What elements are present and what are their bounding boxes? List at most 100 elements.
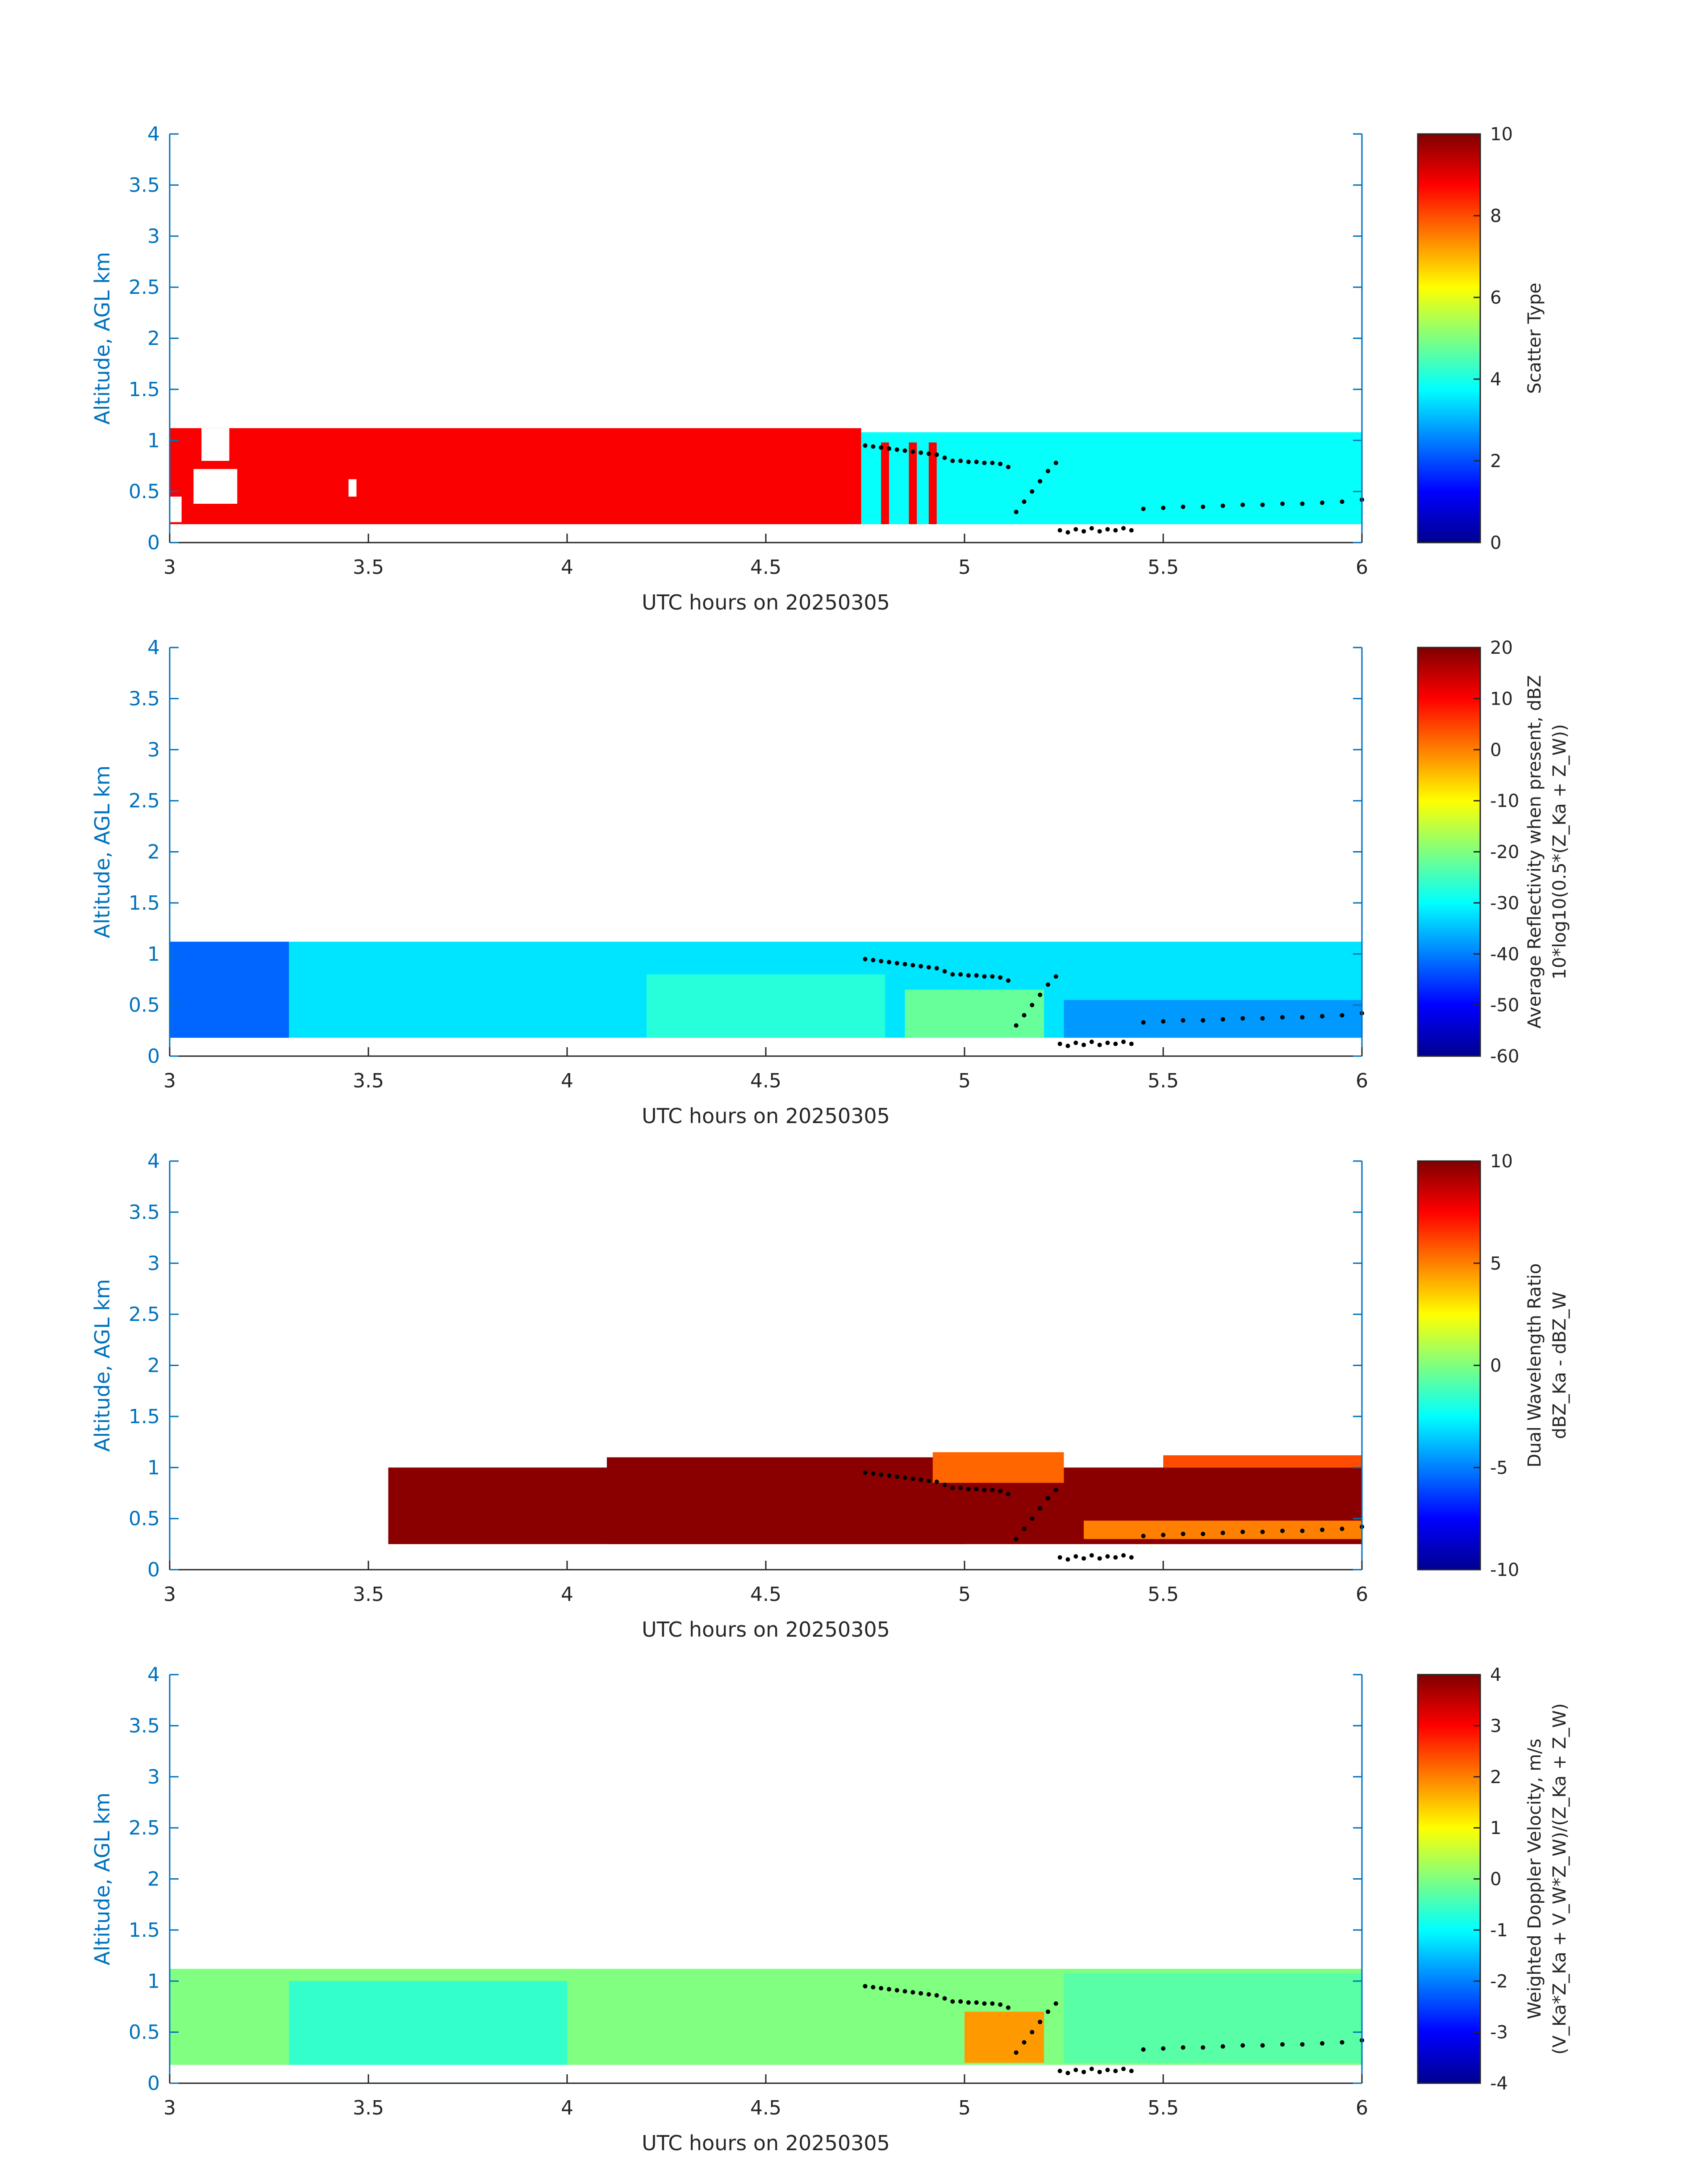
marker-point	[1161, 506, 1165, 510]
colorbar-tick-label: 4	[1490, 1665, 1501, 1685]
marker-point	[942, 1483, 947, 1488]
marker-point	[1006, 2005, 1011, 2010]
marker-point	[1220, 1530, 1225, 1535]
y-tick-label: 2	[147, 1868, 160, 1891]
colorbar-tick-label: 6	[1490, 288, 1501, 308]
marker-point	[990, 1488, 995, 1492]
marker-point	[902, 962, 907, 967]
marker-point	[1014, 2050, 1019, 2055]
marker-point	[1240, 502, 1245, 507]
colorbar-tick-label: -60	[1490, 1046, 1519, 1067]
marker-point	[1260, 2043, 1265, 2048]
colorbar-tick-label: 10	[1490, 1151, 1513, 1172]
marker-point	[1082, 1042, 1086, 1047]
marker-point	[1201, 504, 1205, 509]
marker-point	[926, 451, 931, 456]
marker-point	[1201, 2045, 1205, 2050]
marker-point	[886, 1473, 891, 1478]
marker-point	[998, 975, 1003, 980]
y-tick-label: 4	[147, 1663, 160, 1686]
marker-point	[1129, 1555, 1134, 1560]
marker-point	[1022, 1526, 1027, 1531]
marker-point	[1129, 528, 1134, 533]
marker-point	[1082, 2069, 1086, 2074]
colorbar-tick-label: -10	[1490, 1560, 1519, 1580]
colorbar-label: Average Reflectivity when present, dBZ	[1524, 675, 1545, 1028]
marker-point	[1105, 1040, 1110, 1045]
marker-point	[1006, 464, 1011, 469]
marker-point	[990, 2001, 995, 2006]
marker-point	[1014, 510, 1019, 514]
y-tick-label: 1	[147, 429, 160, 452]
marker-point	[1113, 1041, 1118, 1046]
marker-point	[1065, 1557, 1070, 1562]
y-tick-label: 3.5	[129, 1201, 160, 1224]
colorbar-label: Weighted Doppler Velocity, m/s	[1524, 1738, 1545, 2019]
marker-point	[1030, 2030, 1035, 2035]
marker-point	[966, 2000, 971, 2005]
x-tick-label: 3.5	[353, 1583, 384, 1606]
marker-point	[1121, 1553, 1126, 1558]
heatmap-block-2	[170, 941, 289, 1038]
x-tick-label: 4	[561, 556, 573, 579]
marker-point	[1129, 1041, 1134, 1046]
marker-point	[1097, 529, 1102, 534]
x-axis-label: UTC hours on 20250305	[642, 1617, 890, 1642]
marker-point	[1280, 1529, 1285, 1534]
marker-point	[1082, 529, 1086, 534]
marker-point	[1129, 2068, 1134, 2073]
y-tick-label: 3	[147, 1252, 160, 1275]
marker-point	[1065, 530, 1070, 535]
x-tick-label: 3	[163, 2097, 176, 2119]
marker-point	[974, 460, 979, 464]
marker-point	[966, 1487, 971, 1492]
colorbar-tick-label: -1	[1490, 1920, 1508, 1941]
colorbar-tick-label: 4	[1490, 369, 1501, 390]
marker-point	[1053, 460, 1058, 465]
y-tick-label: 1.5	[129, 892, 160, 915]
marker-point	[1038, 1506, 1043, 1511]
x-tick-label: 5.5	[1148, 1070, 1179, 1092]
marker-point	[863, 443, 868, 448]
marker-point	[1057, 1041, 1062, 1046]
colorbar-tick-label: 10	[1490, 124, 1513, 145]
marker-point	[1057, 528, 1062, 533]
marker-point	[950, 1999, 955, 2004]
heatmap-block-4	[905, 990, 1044, 1038]
marker-point	[982, 2001, 987, 2006]
y-axis-label: Altitude, AGL km	[90, 252, 114, 425]
marker-point	[1089, 526, 1094, 531]
marker-point	[1181, 2045, 1186, 2050]
y-tick-label: 4	[147, 636, 160, 659]
marker-point	[1340, 1526, 1345, 1531]
colorbar-label: (V_Ka*Z_Ka + V_W*Z_W)/(Z_Ka + Z_W)	[1549, 1703, 1570, 2055]
marker-point	[886, 1987, 891, 1992]
marker-point	[1121, 2066, 1126, 2071]
colorbar-tick-label: -40	[1490, 944, 1519, 965]
heatmap-block-5	[928, 442, 937, 524]
x-tick-label: 5	[958, 1070, 971, 1092]
x-tick-label: 3	[163, 1583, 176, 1606]
marker-point	[1280, 2042, 1285, 2047]
marker-point	[910, 963, 915, 968]
x-tick-label: 6	[1356, 1070, 1368, 1092]
x-tick-label: 4	[561, 1070, 573, 1092]
colorbar-tick-label: -20	[1490, 842, 1519, 863]
marker-point	[1300, 1015, 1305, 1020]
x-tick-label: 5.5	[1148, 2097, 1179, 2119]
marker-point	[1073, 1040, 1078, 1045]
y-tick-label: 0	[147, 1045, 160, 1068]
marker-point	[1220, 503, 1225, 508]
y-tick-label: 2.5	[129, 276, 160, 299]
marker-point	[871, 1985, 876, 1989]
colorbar-tick-label: -10	[1490, 791, 1519, 811]
colorbar	[1417, 647, 1481, 1057]
marker-point	[1089, 2066, 1094, 2071]
heatmap-block-4	[909, 442, 917, 524]
marker-point	[950, 459, 955, 463]
marker-point	[879, 959, 884, 964]
marker-point	[1320, 2041, 1324, 2046]
marker-point	[958, 1999, 963, 2004]
colorbar	[1417, 1160, 1481, 1571]
marker-point	[982, 1488, 987, 1492]
